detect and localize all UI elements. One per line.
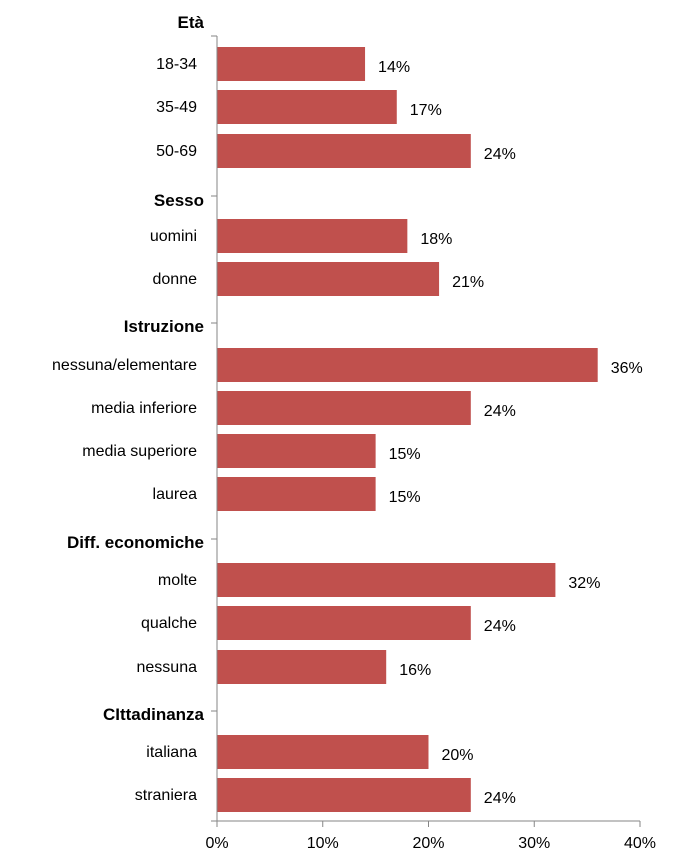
- category-label: 18-34: [156, 56, 197, 73]
- bar: [217, 47, 366, 81]
- group-label: CIttadinanza: [103, 705, 205, 724]
- x-tick-label: 30%: [518, 835, 550, 852]
- x-axis: 0% 10% 20% 30% 40%: [205, 35, 656, 852]
- category-label: donne: [153, 271, 198, 288]
- bar: [217, 391, 471, 425]
- category-label: media inferiore: [91, 400, 197, 417]
- data-label: 32%: [568, 575, 600, 592]
- data-label: 21%: [452, 274, 484, 291]
- bars-layer: [217, 47, 598, 812]
- data-label: 36%: [611, 360, 643, 377]
- group-label: Istruzione: [124, 317, 204, 336]
- category-label: italiana: [146, 744, 197, 761]
- bar: [217, 477, 376, 511]
- category-label: qualche: [141, 615, 197, 632]
- data-label: 24%: [484, 146, 516, 163]
- bar: [217, 262, 440, 296]
- category-label: nessuna/elementare: [52, 357, 197, 374]
- category-label: molte: [158, 572, 197, 589]
- data-label: 24%: [484, 790, 516, 807]
- bar: [217, 735, 429, 769]
- x-tick-label: 40%: [624, 835, 656, 852]
- bar: [217, 563, 556, 597]
- data-label: 24%: [484, 403, 516, 420]
- data-label: 16%: [399, 662, 431, 679]
- data-label: 24%: [484, 618, 516, 635]
- category-label: 50-69: [156, 143, 197, 160]
- bar: [217, 778, 471, 812]
- data-label: 14%: [378, 59, 410, 76]
- bar: [217, 650, 387, 684]
- category-label: straniera: [135, 787, 197, 804]
- bar: [217, 90, 397, 124]
- group-label: Sesso: [154, 191, 204, 210]
- data-label: 15%: [389, 489, 421, 506]
- x-tick-label: 10%: [307, 835, 339, 852]
- bar: [217, 134, 471, 168]
- x-tick-label: 20%: [412, 835, 444, 852]
- x-tick-label: 0%: [205, 835, 228, 852]
- category-label: laurea: [153, 486, 198, 503]
- data-label: 20%: [442, 747, 474, 764]
- labels-layer: Età 18-34 14% 35-49 17% 50-69 24% Sesso uomini 18…: [52, 13, 643, 807]
- category-label: uomini: [150, 228, 197, 245]
- bar: [217, 219, 408, 253]
- category-label: 35-49: [156, 99, 197, 116]
- category-label: media superiore: [82, 443, 197, 460]
- data-label: 18%: [420, 231, 452, 248]
- bar: [217, 606, 471, 640]
- group-label: Età: [178, 13, 205, 32]
- bar: [217, 348, 598, 382]
- group-label: Diff. economiche: [67, 533, 204, 552]
- category-label: nessuna: [137, 659, 198, 676]
- bar: [217, 434, 376, 468]
- data-label: 15%: [389, 446, 421, 463]
- data-label: 17%: [410, 102, 442, 119]
